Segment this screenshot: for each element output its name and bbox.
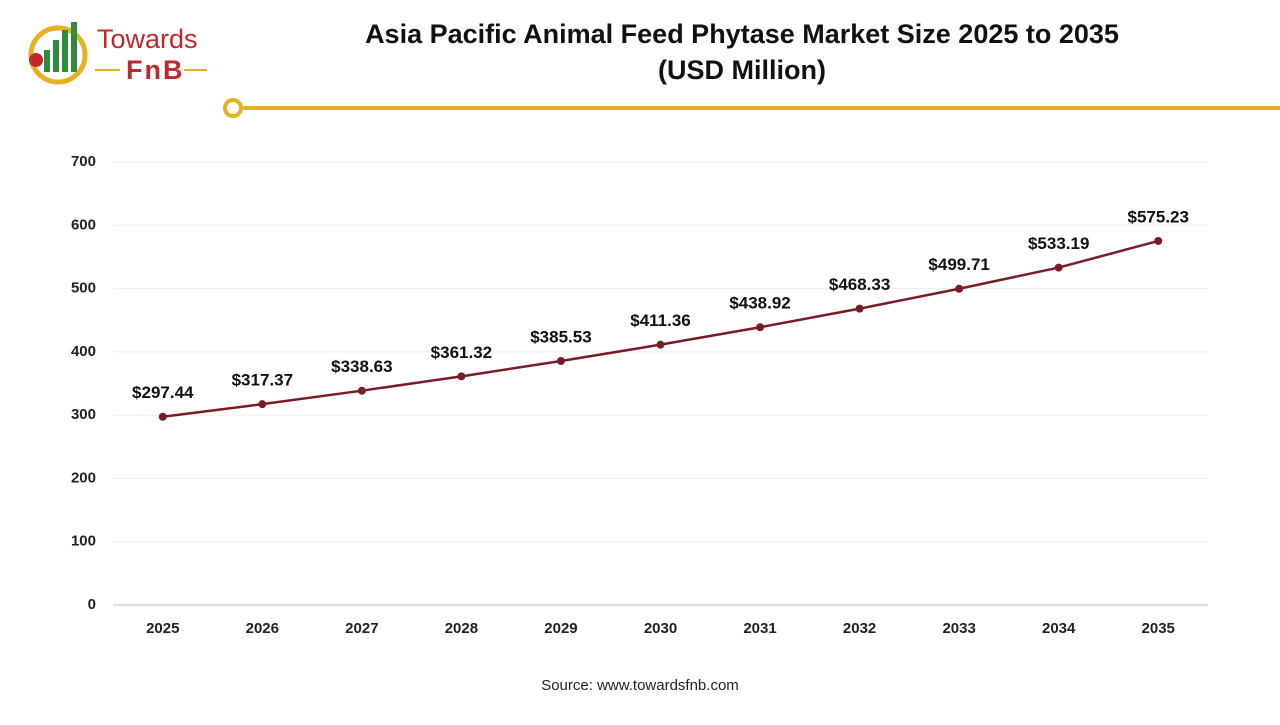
x-tick-label: 2030 (644, 620, 677, 637)
value-label: $297.44 (132, 383, 194, 402)
logo: Towards FnB (28, 22, 207, 85)
x-tick-label: 2027 (345, 620, 378, 637)
y-tick-label: 100 (71, 533, 96, 550)
y-tick-label: 700 (71, 153, 96, 170)
value-label: $317.37 (232, 371, 293, 390)
y-tick-label: 500 (71, 280, 96, 297)
point (855, 304, 864, 313)
logo-bar (62, 30, 68, 72)
x-tick-label: 2032 (843, 620, 876, 637)
y-tick-label: 0 (88, 596, 96, 613)
y-tick-label: 200 (71, 469, 96, 486)
x-tick-label: 2028 (445, 620, 478, 637)
y-tick-label: 300 (71, 406, 96, 423)
value-label: $385.53 (530, 327, 591, 346)
x-tick-label: 2025 (146, 620, 179, 637)
x-tick-label: 2033 (942, 620, 975, 637)
y-tick-label: 400 (71, 343, 96, 360)
logo-text: FnB (126, 55, 184, 85)
logo-ring (28, 25, 88, 85)
source: Source: www.towardsfnb.com (541, 677, 739, 694)
y-tick-label: 600 (71, 216, 96, 233)
logo-text: Towards (97, 24, 198, 54)
logo-bar (53, 40, 59, 72)
value-label: $468.33 (829, 275, 890, 294)
chart-title: Asia Pacific Animal Feed Phytase Market … (365, 19, 1119, 49)
logo-dot (29, 53, 43, 67)
point (756, 323, 765, 332)
point (357, 386, 366, 395)
point (1154, 236, 1163, 245)
point (955, 284, 964, 293)
value-label: $361.32 (431, 343, 492, 362)
logo-bar (71, 22, 77, 72)
chart-subtitle: (USD Million) (658, 55, 826, 85)
point (556, 357, 565, 366)
logo-bar (44, 50, 50, 72)
value-label: $499.71 (928, 255, 989, 274)
x-tick-label: 2034 (1042, 620, 1076, 637)
point (258, 400, 267, 409)
x-tick-label: 2026 (246, 620, 279, 637)
point (158, 412, 167, 421)
x-tick-label: 2029 (544, 620, 577, 637)
value-label: $338.63 (331, 357, 392, 376)
value-label: $438.92 (729, 294, 790, 313)
value-label: $575.23 (1128, 207, 1189, 226)
x-tick-label: 2035 (1142, 620, 1175, 637)
point (1054, 263, 1063, 272)
point (457, 372, 466, 381)
point (656, 340, 665, 349)
x-tick-label: 2031 (743, 620, 776, 637)
value-label: $533.19 (1028, 234, 1089, 253)
header-rule-dot (223, 98, 243, 118)
value-label: $411.36 (630, 311, 691, 330)
